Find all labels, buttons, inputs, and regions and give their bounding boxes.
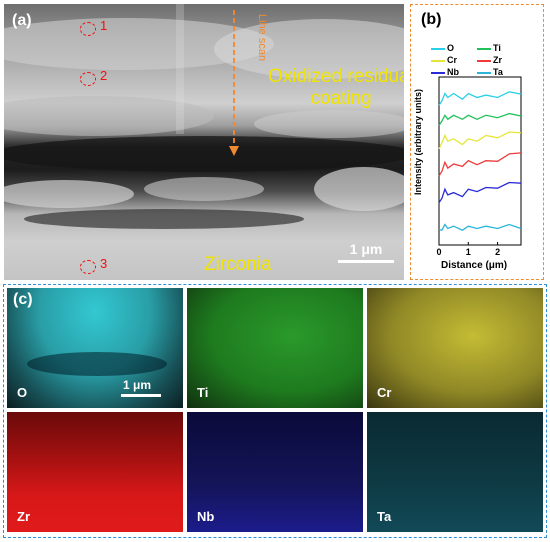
marker-3-circle — [80, 260, 96, 274]
scale-bar — [338, 260, 394, 263]
map-o-label: O — [17, 385, 28, 400]
legend-swatch-zr — [477, 59, 491, 62]
plot-ticks: 0 1 2 — [436, 242, 500, 257]
plot-axes — [438, 76, 522, 246]
map-ti-label: Ti — [197, 385, 209, 400]
legend-swatch-o — [431, 47, 445, 50]
legend-swatch-ta — [477, 71, 491, 74]
legend-item-zr: Zr — [477, 55, 502, 65]
scale-bar-label: 1 μm — [349, 241, 383, 257]
legend-swatch-nb — [431, 71, 445, 74]
map-nb: Nb — [187, 412, 363, 532]
series-line-nb — [438, 181, 522, 204]
sem-image-panel: (a) 1 2 3 Line scan Oxidized residual co… — [4, 4, 404, 280]
series-line-zr — [438, 152, 522, 177]
map-o: O 1 μm — [7, 288, 183, 408]
x-tick-label-2: 2 — [495, 247, 500, 257]
marker-2-circle — [80, 72, 96, 86]
series-line-ti — [438, 112, 522, 126]
legend-item-o: O — [431, 43, 454, 53]
map-scale-bar — [121, 394, 161, 397]
map-zr: Zr — [7, 412, 183, 532]
series-line-cr — [438, 131, 522, 150]
map-ta-label: Ta — [377, 509, 392, 524]
plot-frame — [438, 76, 522, 246]
marker-1-number: 1 — [100, 18, 108, 33]
y-axis-label: Intensity (arbitrary units) — [413, 88, 423, 195]
series-line-o — [438, 91, 522, 106]
line-scan-chart-panel: (b) O Ti Cr Zr Nb Ta 0 1 2 Intensity (arbi… — [410, 4, 544, 280]
sem-texture — [4, 4, 404, 229]
legend-item-cr: Cr — [431, 55, 457, 65]
map-cr-label: Cr — [377, 385, 392, 400]
panel-b-label: (b) — [421, 11, 442, 28]
line-scan-plot: 0 1 2 — [436, 76, 522, 257]
legend-swatch-ti — [477, 47, 491, 50]
x-tick-label-0: 0 — [436, 247, 441, 257]
map-scale-bar-label: 1 μm — [123, 378, 152, 392]
panel-a-label: (a) — [12, 12, 32, 29]
x-axis-label: Distance (μm) — [441, 260, 508, 271]
zirconia-label: Zirconia — [204, 254, 272, 275]
oxidized-coating-label: Oxidized residual coating — [268, 66, 404, 109]
map-ti: Ti — [187, 288, 363, 408]
legend-item-nb: Nb — [431, 67, 459, 77]
map-zr-label: Zr — [17, 509, 30, 524]
map-ta: Ta — [367, 412, 543, 532]
plot-series — [438, 91, 522, 231]
eds-maps-panel: O 1 μm Ti Cr Zr Nb Ta (c) — [3, 284, 547, 538]
panel-c-label: (c) — [13, 291, 33, 308]
series-line-ta — [438, 223, 522, 231]
x-tick-label-1: 1 — [466, 247, 471, 257]
marker-3-number: 3 — [100, 256, 108, 271]
legend-item-ti: Ti — [477, 43, 501, 53]
line-scan-label: Line scan — [256, 14, 268, 62]
map-nb-label: Nb — [197, 509, 215, 524]
marker-1-circle — [80, 22, 96, 36]
marker-2-number: 2 — [100, 68, 108, 83]
map-cr: Cr — [367, 288, 543, 408]
legend-item-ta: Ta — [477, 67, 503, 77]
line-scan-arrow — [229, 10, 239, 156]
legend-swatch-cr — [431, 59, 445, 62]
